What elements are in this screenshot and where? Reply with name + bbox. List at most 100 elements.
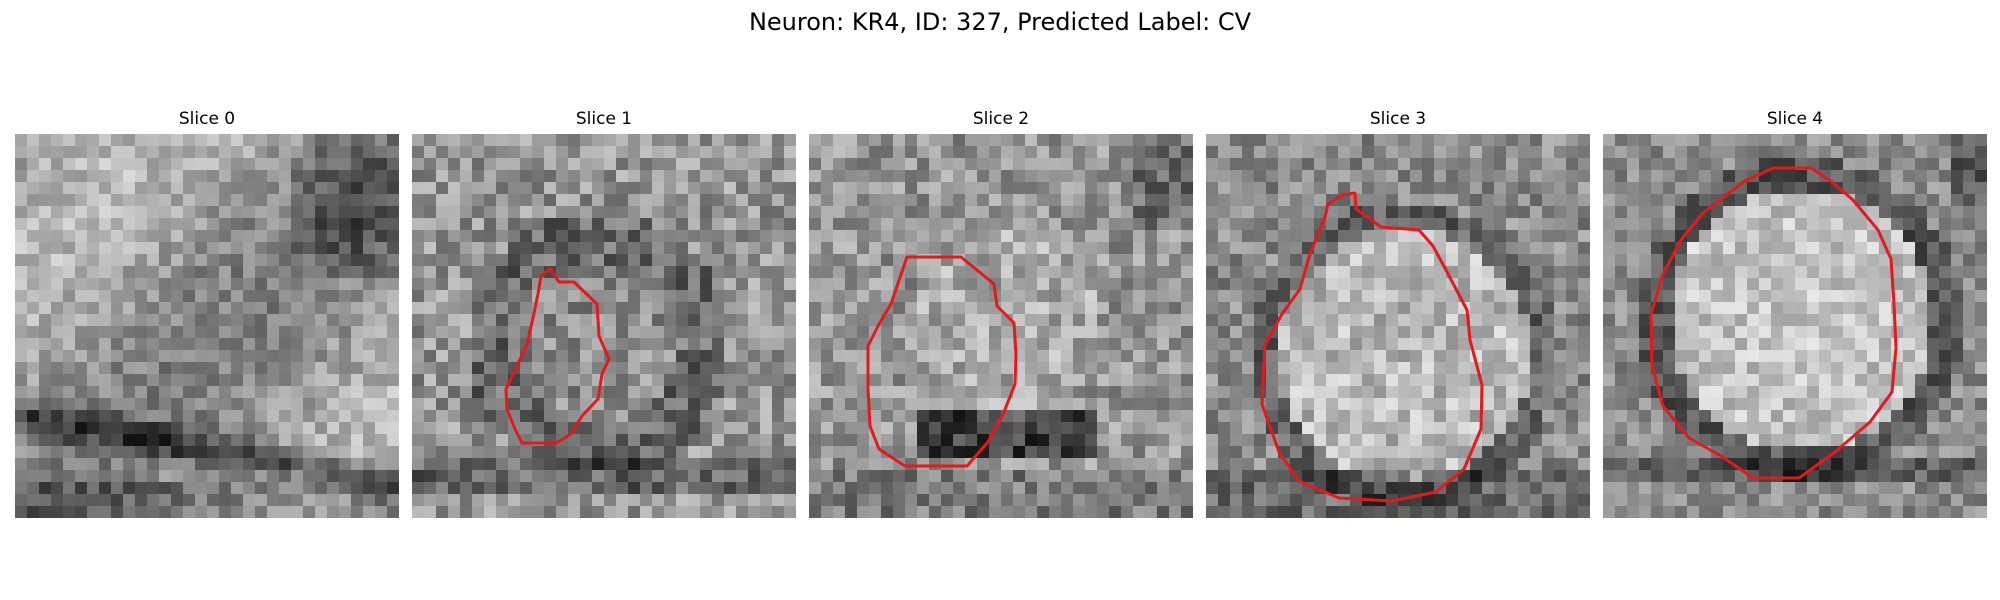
pixel-cell: [833, 302, 846, 315]
pixel-cell: [111, 410, 124, 423]
pixel-cell: [39, 134, 52, 147]
pixel-cell: [977, 326, 990, 339]
pixel-cell: [63, 278, 76, 291]
pixel-cell: [1470, 194, 1483, 207]
pixel-cell: [460, 170, 473, 183]
pixel-cell: [123, 206, 136, 219]
pixel-cell: [1013, 410, 1026, 423]
pixel-cell: [772, 410, 785, 423]
pixel-cell: [1001, 254, 1014, 267]
pixel-cell: [1386, 482, 1399, 495]
pixel-cell: [412, 134, 425, 147]
pixel-cell: [1723, 254, 1736, 267]
pixel-cell: [1350, 350, 1363, 363]
pixel-cell: [1109, 398, 1122, 411]
pixel-cell: [412, 470, 425, 483]
pixel-cell: [1699, 422, 1712, 435]
pixel-cell: [1494, 278, 1507, 291]
pixel-cell: [580, 254, 593, 267]
pixel-cell: [472, 506, 485, 518]
pixel-cell: [1699, 218, 1712, 231]
pixel-cell: [760, 206, 773, 219]
pixel-cell: [1963, 194, 1976, 207]
pixel-cell: [989, 386, 1002, 399]
pixel-cell: [424, 470, 437, 483]
pixel-cell: [1506, 302, 1519, 315]
pixel-cell: [1157, 194, 1170, 207]
pixel-cell: [568, 218, 581, 231]
pixel-cell: [592, 278, 605, 291]
pixel-cell: [1518, 458, 1531, 471]
pixel-cell: [15, 386, 28, 399]
pixel-cell: [1470, 398, 1483, 411]
pixel-cell: [1687, 278, 1700, 291]
pixel-cell: [1037, 338, 1050, 351]
pixel-cell: [1711, 290, 1724, 303]
pixel-cell: [1735, 266, 1748, 279]
pixel-cell: [1867, 182, 1880, 195]
pixel-cell: [1819, 362, 1832, 375]
pixel-cell: [977, 182, 990, 195]
pixel-cell: [303, 266, 316, 279]
pixel-cell: [1566, 374, 1579, 387]
pixel-cell: [724, 434, 737, 447]
pixel-cell: [821, 386, 834, 399]
pixel-cell: [520, 386, 533, 399]
pixel-cell: [315, 398, 328, 411]
pixel-cell: [1663, 242, 1676, 255]
pixel-cell: [99, 146, 112, 159]
pixel-cell: [111, 278, 124, 291]
pixel-cell: [616, 278, 629, 291]
pixel-cell: [484, 326, 497, 339]
pixel-cell: [99, 278, 112, 291]
pixel-cell: [135, 134, 148, 147]
pixel-cell: [111, 506, 124, 518]
pixel-cell: [1747, 338, 1760, 351]
pixel-cell: [436, 290, 449, 303]
pixel-cell: [628, 218, 641, 231]
pixel-cell: [1446, 134, 1459, 147]
pixel-cell: [1951, 194, 1964, 207]
pixel-cell: [640, 302, 653, 315]
pixel-cell: [183, 290, 196, 303]
pixel-cell: [27, 446, 40, 459]
pixel-cell: [784, 482, 796, 495]
pixel-cell: [123, 242, 136, 255]
pixel-cell: [123, 386, 136, 399]
pixel-cell: [1242, 134, 1255, 147]
pixel-cell: [339, 434, 352, 447]
pixel-cell: [640, 254, 653, 267]
pixel-cell: [363, 398, 376, 411]
pixel-cell: [1627, 446, 1640, 459]
pixel-cell: [1615, 134, 1628, 147]
pixel-cell: [1434, 218, 1447, 231]
pixel-cell: [1314, 506, 1327, 518]
pixel-cell: [1206, 206, 1219, 219]
pixel-cell: [219, 194, 232, 207]
pixel-cell: [1603, 266, 1616, 279]
pixel-cell: [1542, 278, 1555, 291]
pixel-cell: [436, 134, 449, 147]
pixel-cell: [628, 506, 641, 518]
pixel-cell: [1735, 230, 1748, 243]
pixel-cell: [1506, 158, 1519, 171]
pixel-cell: [15, 278, 28, 291]
pixel-cell: [1494, 314, 1507, 327]
pixel-cell: [1831, 422, 1844, 435]
pixel-cell: [1037, 170, 1050, 183]
pixel-cell: [1951, 314, 1964, 327]
pixel-cell: [99, 134, 112, 147]
pixel-cell: [905, 170, 918, 183]
pixel-cell: [1951, 338, 1964, 351]
pixel-cell: [1795, 446, 1808, 459]
pixel-cell: [1290, 326, 1303, 339]
pixel-cell: [1061, 302, 1074, 315]
pixel-cell: [869, 206, 882, 219]
pixel-cell: [1037, 434, 1050, 447]
pixel-cell: [1121, 302, 1134, 315]
pixel-cell: [243, 206, 256, 219]
pixel-cell: [676, 446, 689, 459]
pixel-cell: [736, 506, 749, 518]
pixel-cell: [1290, 398, 1303, 411]
pixel-cell: [1530, 266, 1543, 279]
